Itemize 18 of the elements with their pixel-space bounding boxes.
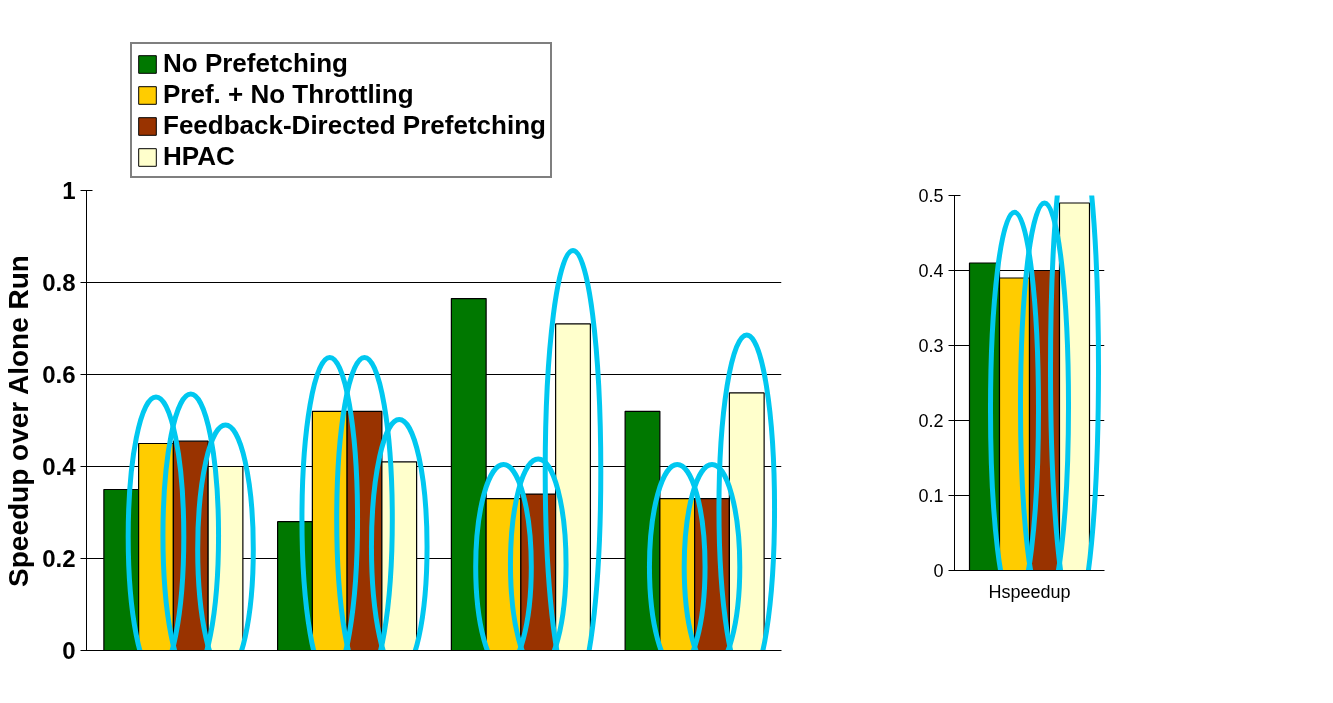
y-tick-label: 0 [62, 637, 76, 664]
y-tick-label: 0 [933, 561, 944, 581]
y-axis-title: Speedup over Alone Run [3, 255, 35, 587]
legend-label: HPAC [163, 141, 235, 172]
y-tick-label: 0.5 [918, 186, 944, 206]
legend-label: No Prefetching [163, 48, 348, 79]
y-tick-label: 0.1 [918, 486, 944, 506]
y-tick-label: 0.4 [42, 453, 77, 480]
y-tick-label: 0.2 [42, 545, 76, 572]
y-tick-label: 0.6 [42, 361, 76, 388]
y-tick-label: 0.4 [918, 261, 944, 281]
y-tick-label: 1 [62, 177, 76, 204]
y-tick-label: 0.3 [918, 336, 944, 356]
y-tick-label: 0.8 [42, 269, 76, 296]
legend-label: Feedback-Directed Prefetching [163, 110, 546, 141]
legend-label: Pref. + No Throttling [163, 79, 414, 110]
y-tick-label: 0.2 [918, 411, 944, 431]
x-tick-label: Hspeedup [988, 581, 1071, 602]
